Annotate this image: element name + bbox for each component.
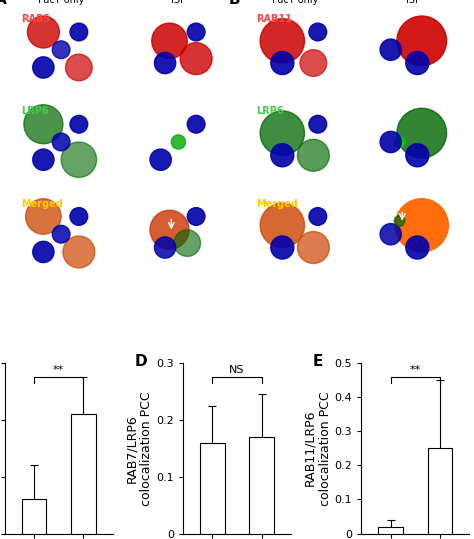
Title: ISF: ISF xyxy=(171,0,186,5)
Text: RAB11: RAB11 xyxy=(255,14,292,24)
Bar xyxy=(428,448,452,534)
Circle shape xyxy=(155,237,176,258)
Text: RAB5: RAB5 xyxy=(21,14,50,24)
Circle shape xyxy=(63,236,95,268)
Circle shape xyxy=(152,23,187,59)
Circle shape xyxy=(380,224,401,245)
Bar xyxy=(200,443,225,534)
Bar xyxy=(22,500,46,534)
Circle shape xyxy=(33,149,54,170)
Circle shape xyxy=(397,108,447,158)
Circle shape xyxy=(155,52,176,74)
Circle shape xyxy=(187,208,205,225)
Text: NS: NS xyxy=(229,365,245,375)
Circle shape xyxy=(70,115,88,133)
Text: Merged: Merged xyxy=(255,199,298,209)
Circle shape xyxy=(271,52,294,74)
Circle shape xyxy=(271,144,294,167)
Title: FucT only: FucT only xyxy=(273,0,319,5)
Bar xyxy=(378,527,403,534)
Circle shape xyxy=(309,23,327,41)
Text: LRP6: LRP6 xyxy=(255,107,283,116)
Text: Merged: Merged xyxy=(21,199,63,209)
Circle shape xyxy=(26,199,61,234)
Circle shape xyxy=(150,210,189,249)
Circle shape xyxy=(52,133,70,151)
Circle shape xyxy=(150,149,171,170)
Circle shape xyxy=(406,236,429,259)
Circle shape xyxy=(260,19,304,63)
Circle shape xyxy=(33,57,54,78)
Circle shape xyxy=(394,216,405,226)
Circle shape xyxy=(187,23,205,41)
Circle shape xyxy=(309,208,327,225)
Y-axis label: RAB7/LRP6
colocalization PCC: RAB7/LRP6 colocalization PCC xyxy=(126,391,154,506)
Circle shape xyxy=(297,139,329,171)
Circle shape xyxy=(180,43,212,74)
Circle shape xyxy=(380,39,401,60)
Text: D: D xyxy=(134,354,147,369)
Circle shape xyxy=(65,54,92,81)
Circle shape xyxy=(260,111,304,155)
Circle shape xyxy=(309,115,327,133)
Circle shape xyxy=(406,144,429,167)
Circle shape xyxy=(27,16,59,48)
Y-axis label: RAB11/LRP6
colocalization PCC: RAB11/LRP6 colocalization PCC xyxy=(304,391,332,506)
Circle shape xyxy=(70,23,88,41)
Circle shape xyxy=(271,236,294,259)
Circle shape xyxy=(397,16,447,66)
Title: ISF: ISF xyxy=(406,0,420,5)
Text: LRP6: LRP6 xyxy=(21,107,49,116)
Bar xyxy=(249,437,274,534)
Circle shape xyxy=(61,142,97,177)
Bar xyxy=(71,414,96,534)
Circle shape xyxy=(52,41,70,59)
Circle shape xyxy=(171,135,185,149)
Text: B: B xyxy=(229,0,241,7)
Circle shape xyxy=(260,203,304,247)
Circle shape xyxy=(33,241,54,262)
Circle shape xyxy=(24,105,63,144)
Circle shape xyxy=(380,132,401,153)
Circle shape xyxy=(70,208,88,225)
Circle shape xyxy=(395,199,448,252)
Circle shape xyxy=(174,230,201,257)
Circle shape xyxy=(187,115,205,133)
Circle shape xyxy=(297,232,329,264)
Circle shape xyxy=(394,137,405,147)
Text: **: ** xyxy=(53,365,64,375)
Text: **: ** xyxy=(410,365,421,375)
Circle shape xyxy=(300,50,327,77)
Text: A: A xyxy=(0,0,6,7)
Circle shape xyxy=(406,52,429,74)
Circle shape xyxy=(52,225,70,243)
Text: E: E xyxy=(313,354,323,369)
Title: FucT only: FucT only xyxy=(38,0,84,5)
